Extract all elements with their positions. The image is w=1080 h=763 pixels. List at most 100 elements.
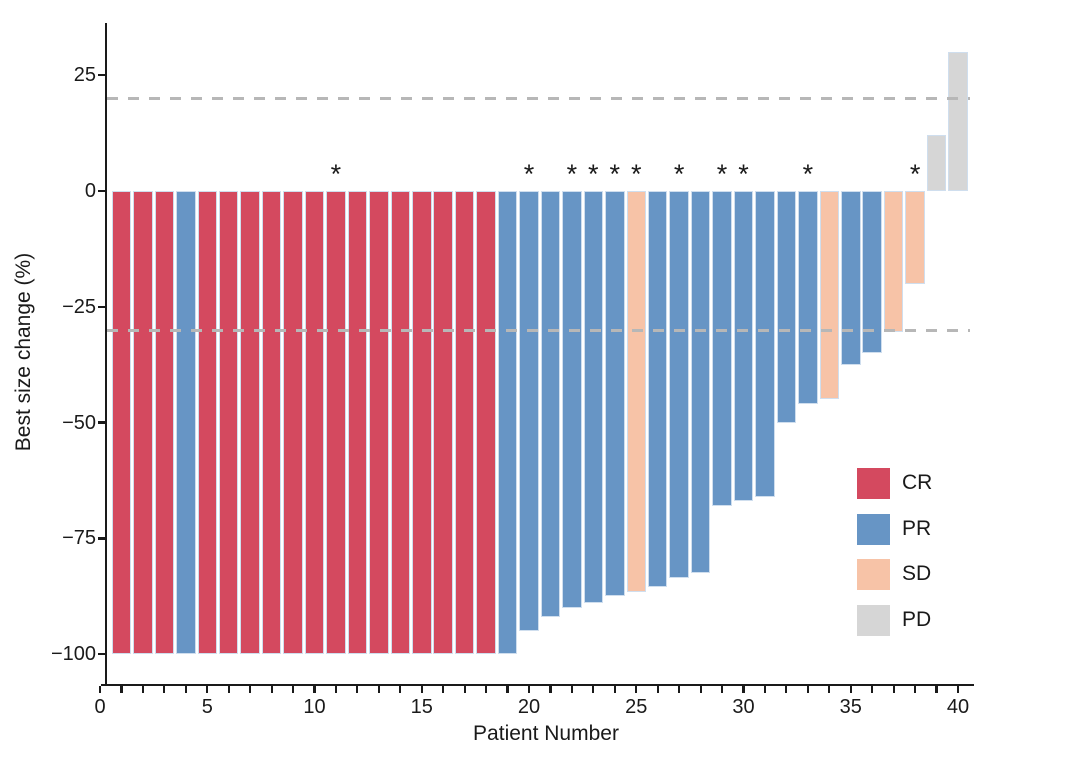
bar-patient-6 — [218, 191, 239, 655]
y-tick--25 — [98, 305, 105, 309]
asterisk-patient-27: * — [673, 159, 685, 189]
legend-swatch-PR — [857, 513, 890, 545]
x-tick-15 — [420, 686, 423, 694]
x-tick-31 — [763, 686, 766, 694]
x-tick-label-15: 15 — [410, 696, 433, 718]
asterisk-patient-25: * — [631, 159, 642, 189]
y-axis-title: Best size change (%) — [12, 252, 35, 452]
x-tick-label-0: 0 — [94, 696, 106, 718]
legend-label-PD: PD — [902, 607, 932, 631]
asterisk-patient-22: * — [566, 159, 578, 189]
bar-patient-19 — [497, 191, 518, 655]
y-tick--50 — [98, 421, 105, 424]
bar-patient-5 — [197, 191, 217, 655]
x-tick-20 — [527, 686, 531, 694]
bar-patient-30 — [733, 191, 754, 502]
x-tick-27 — [678, 686, 681, 694]
x-tick-25 — [635, 686, 638, 694]
x-tick-4 — [184, 686, 187, 694]
bar-patient-10 — [304, 191, 325, 655]
x-tick-19 — [506, 686, 509, 694]
reference-line-20 — [107, 96, 970, 100]
bar-patient-24 — [605, 191, 625, 597]
asterisk-patient-33: * — [802, 159, 814, 189]
bar-patient-37 — [883, 191, 904, 333]
x-tick-36 — [871, 686, 874, 694]
x-tick-37 — [892, 686, 895, 694]
asterisk-patient-30: * — [738, 159, 749, 189]
bar-patient-11 — [326, 191, 346, 655]
bar-patient-29 — [712, 191, 732, 506]
bar-patient-21 — [540, 191, 561, 618]
bar-patient-17 — [454, 191, 475, 655]
x-tick-label-30: 30 — [732, 696, 755, 718]
legend-label-SD: SD — [902, 562, 932, 585]
bar-patient-32 — [776, 191, 797, 423]
bar-patient-39 — [926, 135, 947, 191]
x-axis-title: Patient Number — [473, 722, 619, 745]
x-tick-0 — [98, 686, 102, 694]
x-tick-label-20: 20 — [517, 696, 541, 718]
y-tick-label-0: 0 — [84, 180, 96, 202]
legend-swatch-SD — [857, 559, 890, 590]
legend-swatch-PD — [857, 604, 890, 636]
y-tick-0 — [98, 189, 105, 193]
bar-patient-38 — [905, 191, 925, 284]
x-tick-11 — [334, 686, 337, 694]
bar-patient-13 — [369, 191, 389, 655]
legend-label-PR: PR — [902, 516, 932, 540]
bar-patient-18 — [476, 191, 496, 655]
x-tick-33 — [806, 686, 809, 694]
y-axis-line — [104, 23, 108, 686]
bar-patient-2 — [133, 191, 153, 655]
bar-patient-25 — [626, 191, 646, 592]
bar-patient-1 — [111, 191, 132, 655]
bar-patient-40 — [948, 52, 968, 191]
x-tick-label-25: 25 — [625, 696, 648, 718]
x-tick-label-35: 35 — [839, 696, 862, 718]
bar-patient-3 — [154, 191, 175, 655]
y-tick-25 — [98, 73, 105, 77]
x-tick-6 — [227, 686, 230, 694]
bar-patient-20 — [519, 191, 539, 631]
x-tick-12 — [356, 686, 359, 694]
x-tick-1 — [120, 686, 123, 694]
x-tick-2 — [141, 686, 144, 694]
x-tick-label-10: 10 — [303, 696, 326, 718]
bar-patient-26 — [647, 191, 668, 587]
asterisk-patient-11: * — [330, 159, 342, 189]
x-tick-34 — [828, 686, 831, 694]
y-tick--100 — [98, 652, 105, 656]
asterisk-patient-38: * — [909, 159, 921, 189]
x-tick-3 — [163, 686, 166, 694]
bar-patient-27 — [669, 191, 689, 578]
x-tick-9 — [291, 686, 295, 694]
y-tick-label--25: −25 — [62, 295, 96, 318]
bar-patient-23 — [583, 191, 604, 604]
bar-patient-35 — [841, 191, 861, 365]
x-tick-14 — [399, 686, 402, 694]
x-tick-22 — [570, 686, 573, 694]
bar-patient-9 — [283, 191, 303, 655]
x-tick-32 — [785, 686, 788, 694]
x-tick-26 — [656, 686, 659, 694]
bar-patient-36 — [862, 191, 882, 354]
bar-patient-15 — [412, 191, 432, 655]
asterisk-patient-23: * — [588, 159, 599, 189]
x-tick-16 — [442, 686, 445, 694]
x-tick-28 — [699, 686, 702, 694]
x-tick-24 — [613, 686, 616, 694]
x-tick-18 — [485, 686, 488, 694]
legend-swatch-CR — [857, 468, 890, 499]
asterisk-patient-24: * — [609, 159, 621, 189]
asterisk-patient-20: * — [523, 159, 535, 189]
x-tick-35 — [849, 686, 852, 694]
reference-line--30 — [107, 328, 970, 332]
bar-patient-34 — [819, 191, 839, 400]
bar-patient-31 — [755, 191, 775, 497]
bar-patient-7 — [240, 191, 260, 655]
x-tick-label-5: 5 — [201, 696, 213, 718]
x-tick-13 — [377, 686, 380, 694]
x-tick-23 — [592, 686, 595, 694]
